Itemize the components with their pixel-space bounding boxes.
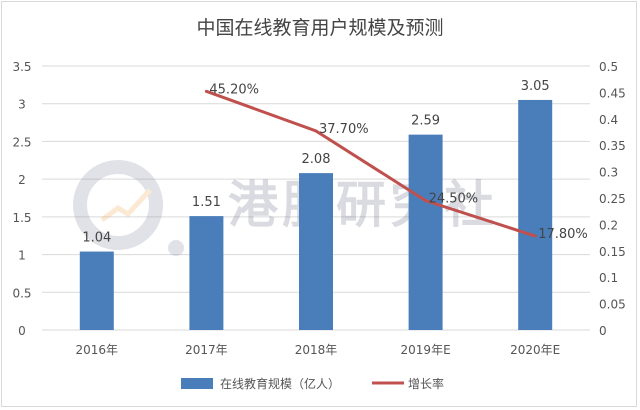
- y-left-tick-label: 1: [18, 249, 26, 263]
- y-right-tick-label: 0.25: [599, 192, 626, 206]
- bar-data-label: 1.51: [192, 195, 221, 210]
- bar-data-label: 2.59: [411, 114, 440, 129]
- growth-line: [205, 89, 536, 238]
- line-data-label: 17.80%: [538, 227, 588, 242]
- line-data-label: 45.20%: [209, 82, 259, 97]
- growth-point: [533, 234, 537, 238]
- y-left-tick-label: 2.5: [12, 135, 31, 149]
- y-right-tick-label: 0.5: [599, 60, 618, 74]
- y-right-tick-label: 0.3: [599, 166, 618, 180]
- y-right-tick-label: 0.1: [599, 271, 618, 285]
- chart-title: 中国在线教育用户规模及预测: [196, 17, 443, 39]
- growth-point: [204, 89, 208, 93]
- y-left-tick-label: 3.5: [12, 60, 31, 74]
- legend: 在线教育规模（亿人） 增长率: [181, 376, 444, 391]
- y-right-tick-label: 0.45: [599, 86, 626, 100]
- bar-data-label: 2.08: [302, 152, 331, 167]
- x-tick-label: 2019年E: [401, 343, 451, 357]
- legend-label-line: 增长率: [408, 376, 444, 391]
- y-left-tick-label: 0.5: [12, 286, 31, 300]
- bar: [408, 134, 443, 330]
- line-data-label: 37.70%: [319, 122, 369, 137]
- x-tick-label: 2020年E: [510, 343, 560, 357]
- y-right-tick-label: 0: [599, 324, 607, 338]
- y-right-tick-label: 0.05: [599, 298, 626, 312]
- y-left-tick-label: 0: [18, 324, 26, 338]
- y-right-tick-label: 0.4: [599, 113, 618, 127]
- growth-point: [314, 129, 318, 133]
- y-left-tick-label: 1.5: [12, 211, 31, 225]
- bar: [79, 251, 114, 330]
- bar-data-label: 3.05: [521, 79, 550, 94]
- bar: [299, 173, 333, 330]
- x-tick-label: 2017年: [185, 343, 228, 357]
- legend-swatch-bar: [181, 378, 213, 389]
- y-right-tick-label: 0.15: [599, 245, 626, 259]
- y-left-tick-label: 3: [18, 98, 26, 112]
- growth-point: [424, 199, 428, 203]
- legend-label-bar: 在线教育规模（亿人）: [220, 376, 340, 391]
- y-right-tick-label: 0.35: [599, 139, 626, 153]
- x-tick-label: 2018年: [295, 343, 338, 357]
- y-left-tick-label: 2: [18, 173, 26, 187]
- watermark: 港股研究社: [73, 160, 498, 256]
- bar: [189, 216, 224, 330]
- x-tick-label: 2016年: [76, 343, 119, 357]
- line-data-label: 24.50%: [429, 192, 479, 207]
- bar: [518, 99, 553, 330]
- bar-data-label: 1.04: [82, 231, 111, 246]
- y-right-tick-label: 0.2: [599, 218, 618, 232]
- svg-text:港股研究社: 港股研究社: [228, 176, 498, 234]
